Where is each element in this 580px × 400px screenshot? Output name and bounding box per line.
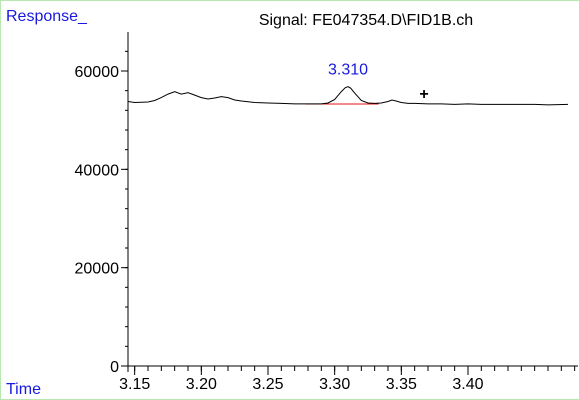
y-axis-ticks: 0 20000 40000 60000 <box>75 50 128 376</box>
peak-retention-label: 3.310 <box>328 62 368 79</box>
x-tick-label: 3.15 <box>119 376 150 393</box>
x-tick-label: 3.20 <box>186 376 217 393</box>
x-axis-ticks: 3.15 3.20 3.25 3.30 3.35 3.40 <box>119 366 576 393</box>
y-tick-label: 40000 <box>75 162 120 179</box>
y-tick-label: 60000 <box>75 64 120 81</box>
cursor-marker: + <box>419 86 428 103</box>
x-axis-label: Time <box>6 381 41 398</box>
y-axis-label: Response_ <box>6 8 88 25</box>
x-tick-label: 3.35 <box>386 376 417 393</box>
y-tick-label: 0 <box>110 359 119 376</box>
x-tick-label: 3.30 <box>319 376 350 393</box>
y-tick-label: 20000 <box>75 261 120 278</box>
chart-title: Signal: FE047354.D\FID1B.ch <box>259 12 473 29</box>
plot-area: 3.310 + <box>127 62 569 106</box>
signal-trace <box>127 86 569 106</box>
x-tick-label: 3.40 <box>452 376 483 393</box>
x-tick-label: 3.25 <box>252 376 283 393</box>
